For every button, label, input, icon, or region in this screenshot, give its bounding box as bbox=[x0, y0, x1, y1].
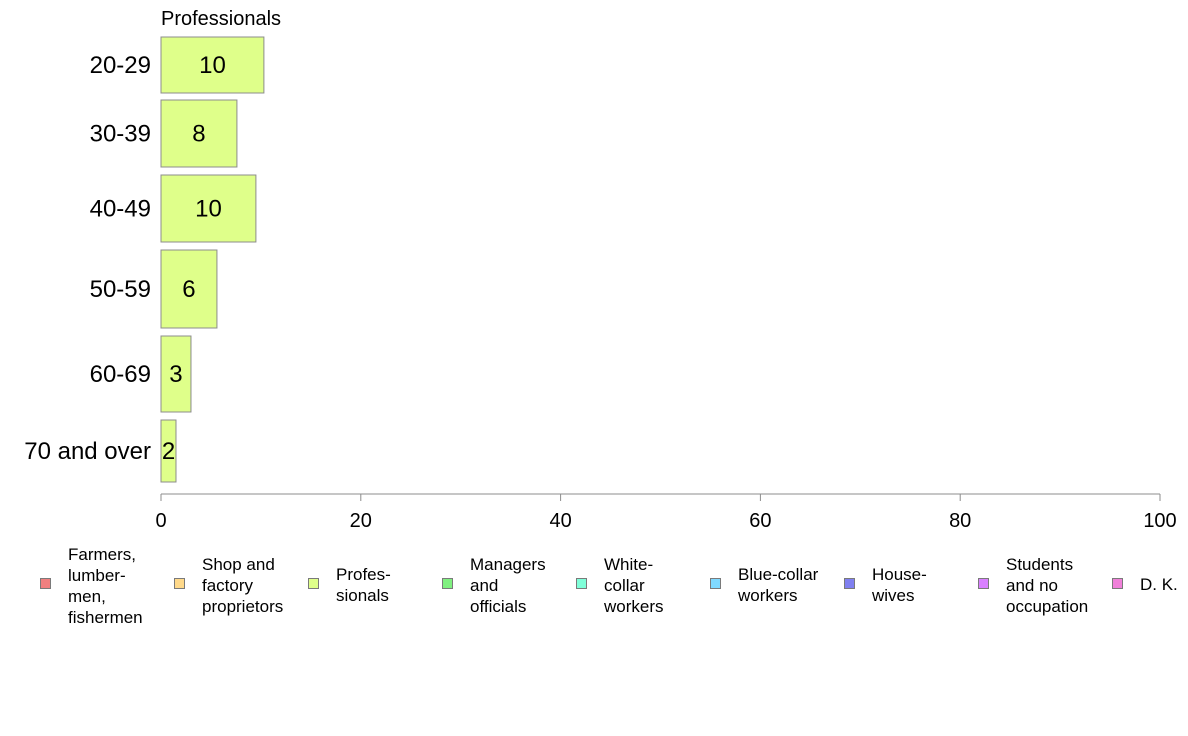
legend-swatch-icon bbox=[1112, 578, 1123, 589]
legend-item: Students and no occupation bbox=[978, 544, 1088, 617]
bar-50-59 bbox=[160, 249, 218, 329]
data-label: 10 bbox=[199, 52, 226, 79]
legend-item: House- wives bbox=[844, 544, 927, 606]
legend-item: Managers and officials bbox=[442, 544, 546, 617]
legend-item: D. K. bbox=[1112, 544, 1178, 595]
legend-swatch-icon bbox=[844, 578, 855, 589]
category-label: 60-69 bbox=[90, 361, 151, 388]
legend-label: Profes- sionals bbox=[336, 565, 391, 605]
category-label: 40-49 bbox=[90, 196, 151, 223]
bar-30-39 bbox=[160, 99, 238, 168]
category-label: 70 and over bbox=[24, 438, 151, 465]
category-label: 20-29 bbox=[90, 52, 151, 79]
data-label: 10 bbox=[195, 196, 222, 223]
legend-item: Blue-collar workers bbox=[710, 544, 818, 606]
data-label: 3 bbox=[169, 361, 182, 388]
legend-label: Farmers, lumber- men, fishermen bbox=[68, 545, 143, 627]
x-tick-label: 0 bbox=[155, 510, 166, 532]
bar-70-and-over bbox=[160, 419, 177, 483]
category-label: 50-59 bbox=[90, 276, 151, 303]
legend-label: Shop and factory proprietors bbox=[202, 555, 284, 616]
chart-title: Professionals bbox=[161, 8, 281, 30]
legend-label: Blue-collar workers bbox=[738, 565, 819, 605]
legend-swatch-icon bbox=[576, 578, 587, 589]
x-axis: 0 20 40 60 80 100 bbox=[155, 493, 1177, 532]
category-label: 30-39 bbox=[90, 121, 151, 148]
legend-swatch-icon bbox=[174, 578, 185, 589]
data-label: 8 bbox=[192, 121, 205, 148]
legend-swatch-icon bbox=[40, 578, 51, 589]
legend-label: White- collar workers bbox=[604, 555, 664, 616]
legend-swatch-icon bbox=[978, 578, 989, 589]
bar-20-29 bbox=[160, 36, 265, 94]
data-label: 6 bbox=[182, 276, 195, 303]
legend-swatch-icon bbox=[710, 578, 721, 589]
legend-item: Farmers, lumber- men, fishermen bbox=[40, 544, 143, 628]
legend-label: Students and no occupation bbox=[1006, 555, 1089, 616]
x-tick-label: 80 bbox=[949, 510, 971, 532]
bar-60-69 bbox=[160, 335, 192, 413]
x-tick-label: 100 bbox=[1143, 510, 1176, 532]
category-labels: 20-29 30-39 40-49 50-59 60-69 70 and over bbox=[24, 52, 151, 465]
x-tick-label: 20 bbox=[350, 510, 372, 532]
legend-item: White- collar workers bbox=[576, 544, 664, 617]
legend: Farmers, lumber- men, fishermen Shop and … bbox=[40, 544, 1188, 644]
bar-40-49 bbox=[160, 174, 257, 243]
legend-label: House- wives bbox=[872, 565, 927, 605]
bar-chart: Professionals 10 8 10 6 3 2 20-29 30-39 40-49 50… bbox=[24, 8, 1177, 532]
x-tick-label: 40 bbox=[549, 510, 571, 532]
data-label: 2 bbox=[162, 438, 175, 465]
legend-label: D. K. bbox=[1140, 575, 1178, 594]
legend-item: Shop and factory proprietors bbox=[174, 544, 283, 617]
legend-swatch-icon bbox=[442, 578, 453, 589]
bars-group: 10 8 10 6 3 2 bbox=[160, 36, 265, 483]
legend-label: Managers and officials bbox=[470, 555, 546, 616]
legend-swatch-icon bbox=[308, 578, 319, 589]
x-tick-label: 60 bbox=[749, 510, 771, 532]
legend-item: Profes- sionals bbox=[308, 544, 391, 606]
